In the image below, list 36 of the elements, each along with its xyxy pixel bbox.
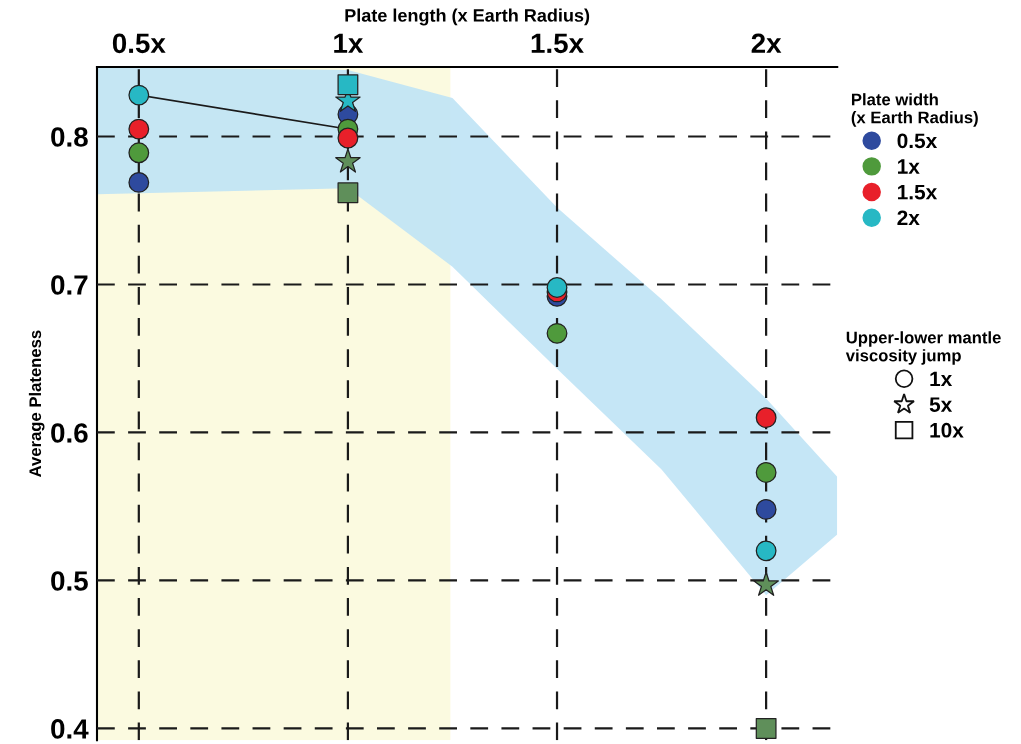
point xyxy=(128,118,150,140)
point xyxy=(755,461,777,483)
point xyxy=(337,182,359,204)
point xyxy=(546,277,568,298)
point xyxy=(128,171,150,193)
y-tick-label: 0.5 xyxy=(51,571,88,591)
x-axis-title: Plate length (x Earth Radius) xyxy=(345,8,590,26)
legend-label: 1x xyxy=(930,371,953,387)
legend-label: 0.5x xyxy=(897,133,938,149)
text: Plate width (x Earth Radius) xyxy=(851,93,978,127)
point xyxy=(128,142,150,164)
x-tick-label: 2x xyxy=(751,33,782,53)
y-tick-label: 0.8 xyxy=(51,127,88,147)
point xyxy=(755,407,777,429)
point xyxy=(755,717,777,739)
y-tick-label: 0.4 xyxy=(51,719,89,739)
y-axis-title: Average Plateness xyxy=(28,330,45,478)
legend-label: 1x xyxy=(898,159,920,174)
legend-label: 10x xyxy=(930,422,964,438)
point xyxy=(128,84,150,106)
point xyxy=(753,571,779,596)
point xyxy=(546,322,568,344)
point xyxy=(755,540,777,562)
x-tick-label: 1.5x xyxy=(531,33,584,54)
point xyxy=(755,498,777,520)
legend-label: 5x xyxy=(929,397,953,412)
y-tick-label: 0.7 xyxy=(51,275,88,295)
text: Upper-lower mantle viscosity jump xyxy=(845,331,1001,365)
legend-label: 2x xyxy=(897,210,920,225)
point xyxy=(335,148,361,173)
x-tick-label: 0.5x xyxy=(112,33,166,54)
x-tick-label: 1x xyxy=(334,33,364,53)
point xyxy=(337,127,359,149)
y-tick-label: 0.6 xyxy=(51,423,88,443)
point xyxy=(337,74,359,96)
legend-label: 1.5x xyxy=(898,184,938,200)
